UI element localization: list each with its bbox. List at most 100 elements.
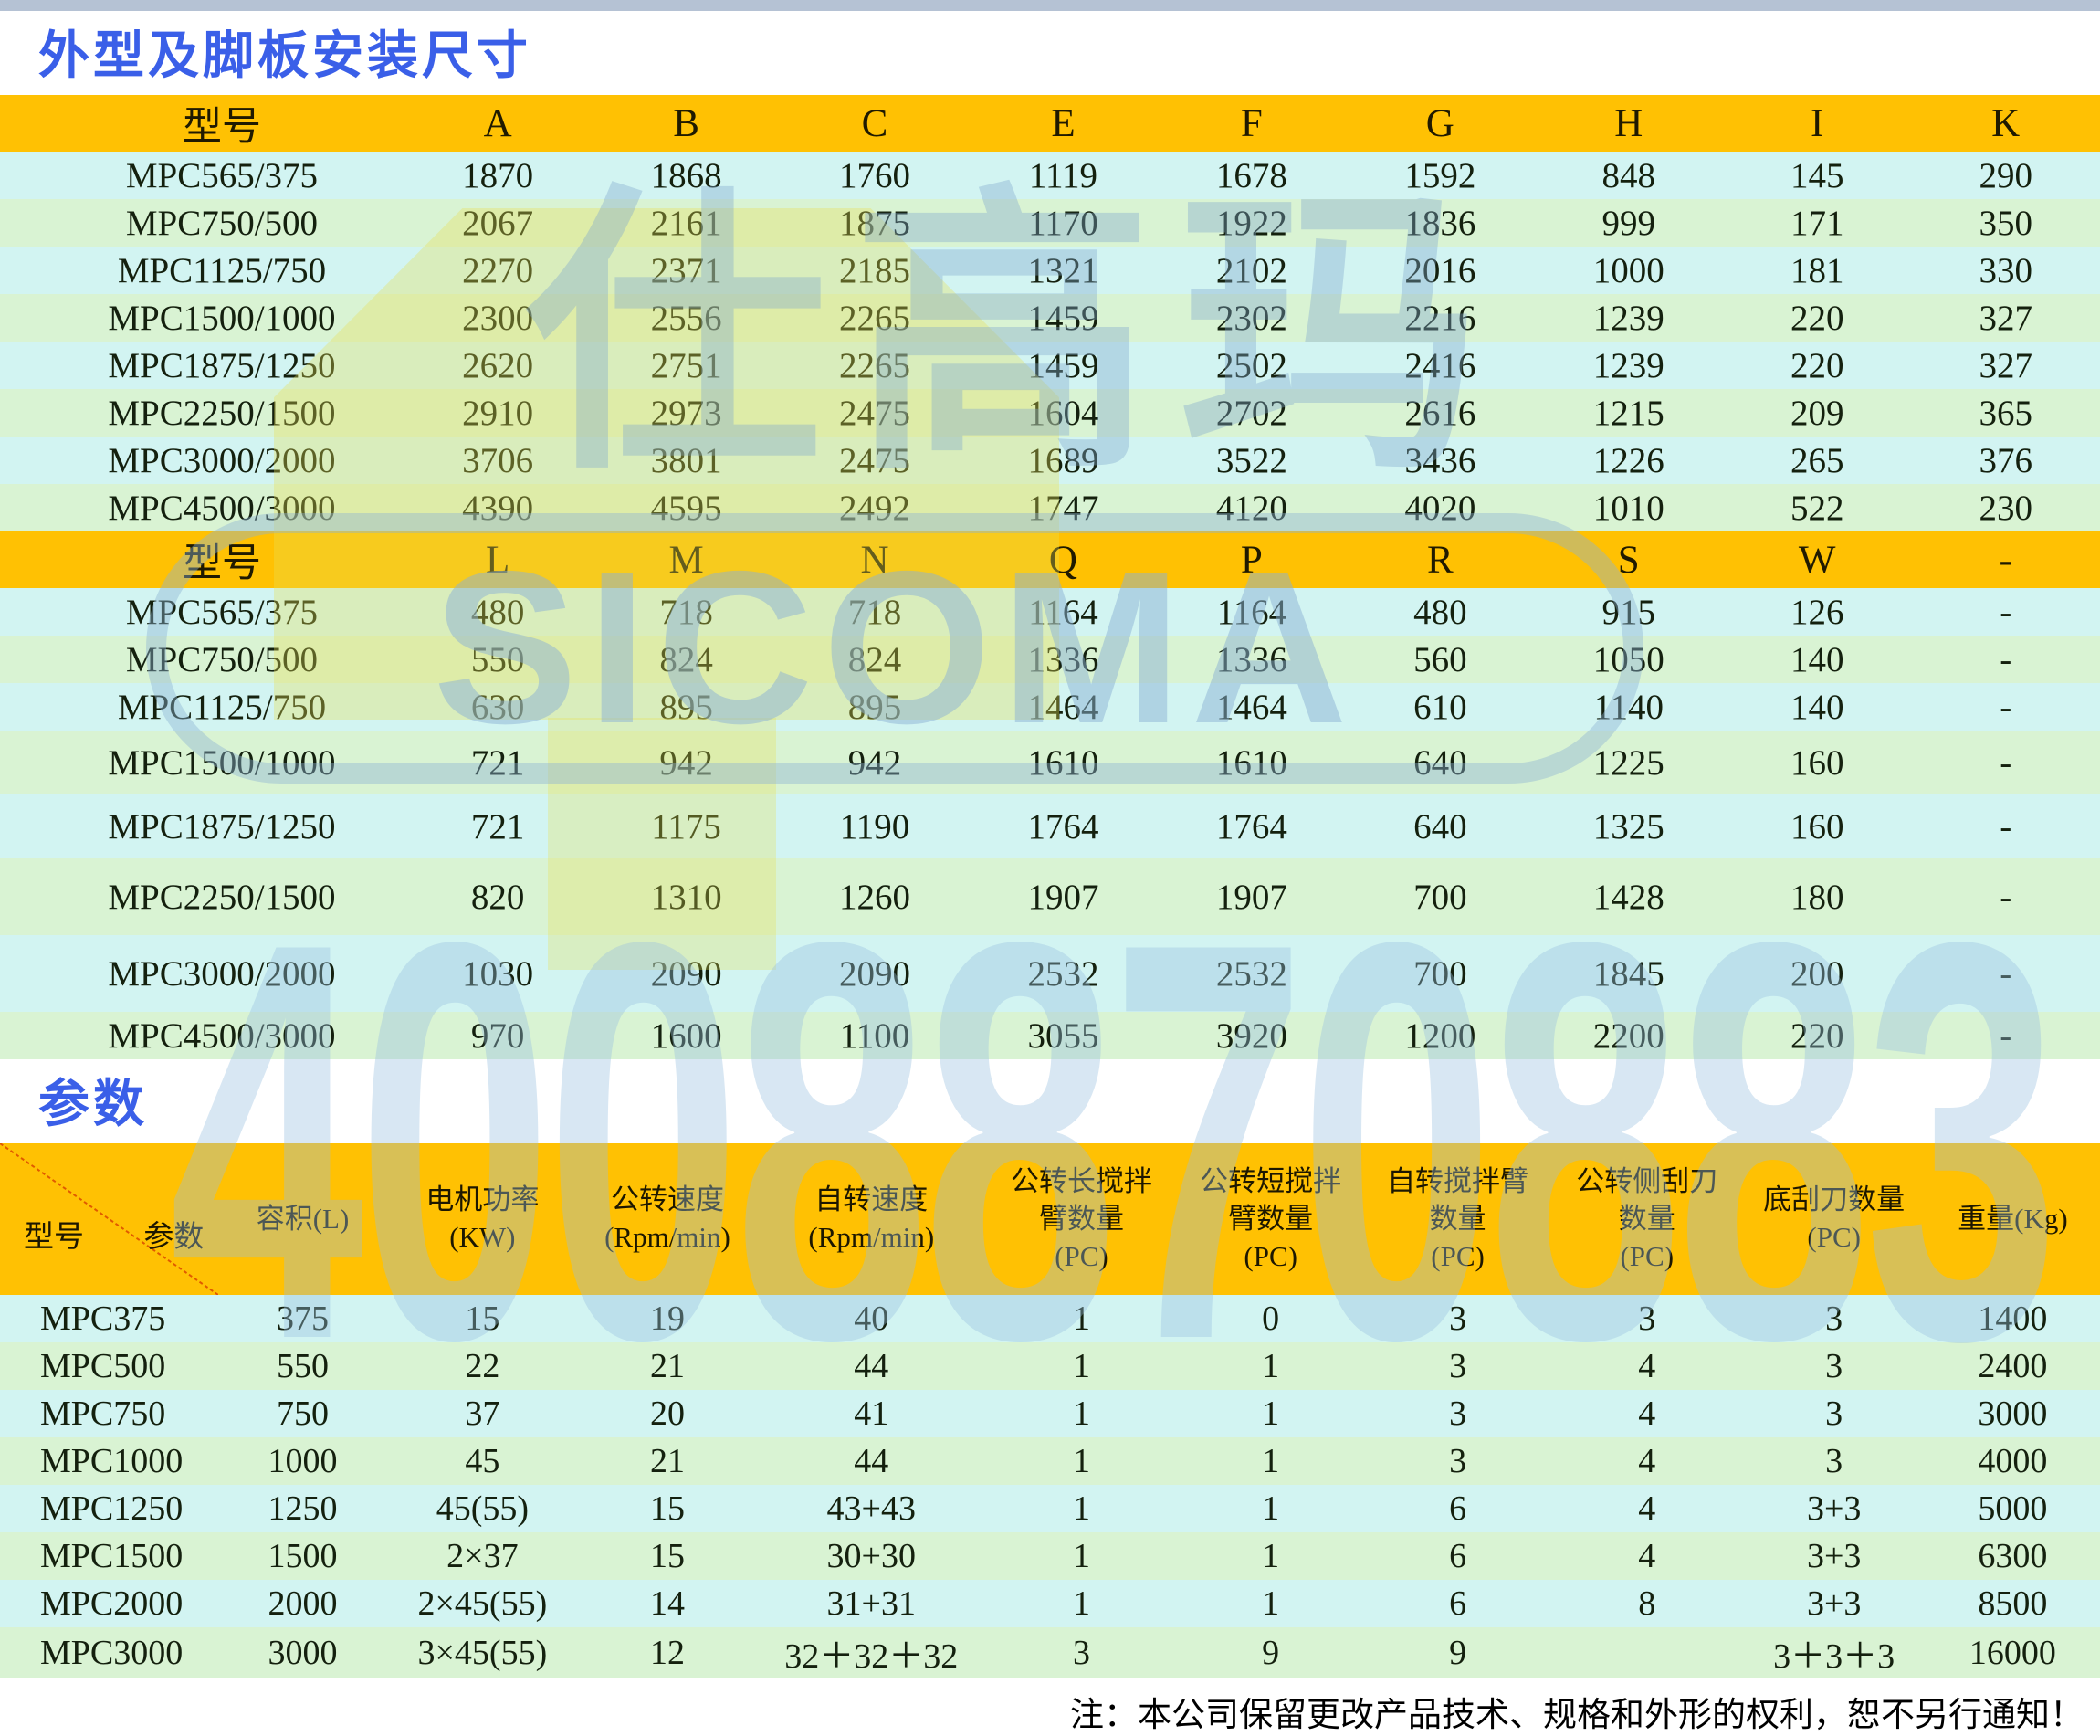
table-row: MPC750/500 550 824 824 1336 1336 560 105… [0,636,2100,683]
model-cell: MPC4500/3000 [108,488,336,528]
dim-header-row-2: 型号 L M N Q P R S W - [0,531,2100,588]
value-cell: 171 [1790,203,1844,243]
value-cell: 550 [277,1347,330,1386]
value-cell: 1764 [1027,806,1099,847]
model-cell: MPC750/500 [125,203,319,243]
value-cell: 3 [1638,1299,1656,1339]
value-cell: 1845 [1592,953,1664,994]
column-header-bottom-scrapers: 底刮刀数量 (PC) [1763,1184,1906,1254]
value-cell: 1 [1072,1584,1090,1624]
table-row: MPC2250/1500 2910 2973 2475 1604 2702 26… [0,389,2100,437]
section-title-parameters: 参数 [38,1075,148,1132]
value-cell: 4000 [1978,1442,2048,1481]
value-cell: 1464 [1027,687,1099,727]
value-cell: 2161 [650,203,722,243]
model-cell: MPC2000 [40,1584,184,1624]
value-cell: - [2000,877,2012,917]
table-row: MPC1125/750 2270 2371 2185 1321 2102 201… [0,247,2100,294]
table-row: MPC3000/2000 1030 2090 2090 2532 2532 70… [0,935,2100,1012]
value-cell: 721 [470,806,525,847]
value-cell: 2×37 [446,1537,519,1576]
value-cell: 1 [1072,1299,1090,1339]
value-cell: 1 [1262,1489,1280,1529]
value-cell: 1875 [839,203,911,243]
value-cell: 820 [470,877,525,917]
value-cell: - [2000,806,2012,847]
value-cell: 610 [1413,687,1467,727]
value-cell: 126 [1790,592,1844,632]
value-cell: 550 [470,639,525,679]
model-cell: MPC1500 [40,1537,184,1576]
value-cell: 3 [1449,1299,1467,1339]
dim-header-row-1: 型号 A B C E F G H I K [0,95,2100,152]
value-cell: 1260 [839,877,911,917]
value-cell: 1592 [1404,155,1476,195]
value-cell: 3522 [1215,440,1287,480]
value-cell: 1225 [1592,742,1664,783]
corner-header-cell: 型号 参数 [0,1143,218,1295]
value-cell: 200 [1790,953,1844,994]
value-cell: 1 [1072,1394,1090,1434]
value-cell: 31+31 [826,1584,916,1624]
table-row: MPC2000 2000 2×45(55) 14 31+31 1 1 6 8 3… [0,1580,2100,1628]
table-row: MPC1875/1250 2620 2751 2265 1459 2502 24… [0,342,2100,389]
value-cell: 1119 [1028,155,1097,195]
value-cell: 160 [1790,742,1844,783]
value-cell: 2302 [1215,298,1287,338]
section-title-dimensions: 外型及脚板安装尺寸 [38,26,531,84]
value-cell: 220 [1790,345,1844,385]
value-cell: 327 [1979,345,2032,385]
value-cell: 970 [470,1015,525,1056]
value-cell: - [2000,742,2012,783]
column-header-S: S [1617,538,1640,582]
value-cell: 1030 [462,953,534,994]
value-cell: 1600 [650,1015,722,1056]
value-cell: 1164 [1216,592,1287,632]
value-cell: 718 [847,592,902,632]
column-header-H: H [1614,101,1643,145]
value-cell: 37 [465,1394,500,1434]
value-cell: 290 [1979,155,2032,195]
value-cell: 160 [1790,806,1844,847]
value-cell: 1 [1262,1347,1280,1386]
value-cell: 1604 [1027,393,1099,433]
value-cell: 999 [1601,203,1656,243]
value-cell: 1689 [1027,440,1099,480]
value-cell: 4 [1638,1442,1656,1481]
column-header-model: 型号 [182,542,261,585]
value-cell: 718 [659,592,713,632]
value-cell: 1610 [1215,742,1287,783]
value-cell: 3×45(55) [417,1633,548,1672]
value-cell: 265 [1790,440,1844,480]
value-cell: 1010 [1592,488,1664,528]
column-header-L: L [486,538,510,582]
corner-label-parameter: 参数 [143,1220,205,1254]
value-cell: 3 [1825,1442,1843,1481]
value-cell: 640 [1413,806,1467,847]
table-row: MPC2250/1500 820 1310 1260 1907 1907 700… [0,858,2100,935]
value-cell: 1678 [1215,155,1287,195]
table-row: MPC1000 1000 45 21 44 1 1 3 4 3 4000 [0,1437,2100,1486]
value-cell: 1500 [268,1537,338,1576]
column-header-W: W [1798,538,1836,582]
column-header-long-mixing-arms: 公转长搅拌 臂数量 (PC) [1010,1164,1152,1272]
dim-rows-section-2: MPC565/375 480 718 718 1164 1164 480 915… [0,588,2100,1059]
value-cell: 1760 [839,155,911,195]
value-cell: 2973 [650,393,722,433]
column-header-Q: Q [1048,538,1077,582]
value-cell: 145 [1790,155,1844,195]
column-header-E: E [1051,101,1076,145]
value-cell: 942 [847,742,902,783]
value-cell: 1239 [1592,298,1664,338]
value-cell: 6 [1449,1584,1467,1624]
model-cell: MPC750/500 [125,639,319,679]
table-row: MPC1500/1000 721 942 942 1610 1610 640 1… [0,731,2100,794]
column-header-C: C [861,101,888,145]
column-header-K: K [1991,101,2021,145]
value-cell: 327 [1979,298,2032,338]
value-cell: 2502 [1215,345,1287,385]
column-header-rotation-mixing-arms: 自转搅拌臂 数量 (PC) [1387,1164,1529,1272]
value-cell: 140 [1790,687,1844,727]
value-cell: 20 [649,1394,685,1434]
value-cell: 1764 [1215,806,1287,847]
